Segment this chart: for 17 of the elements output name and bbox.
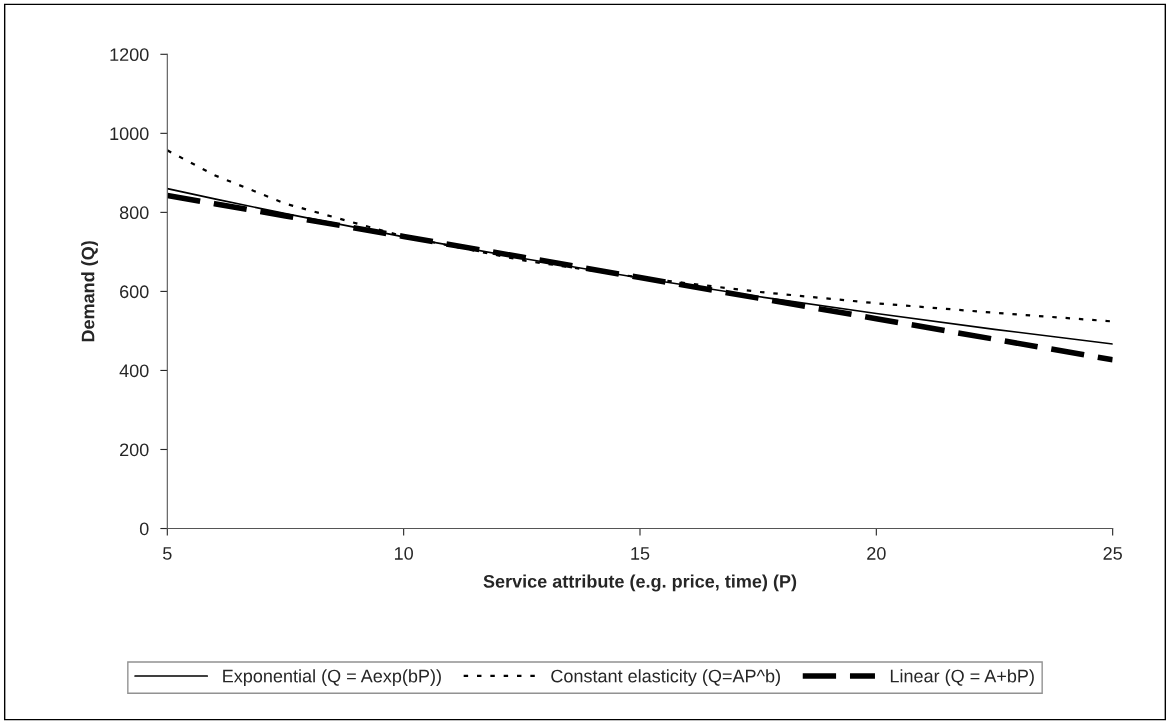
y-tick-label: 1000 xyxy=(110,127,149,141)
x-tick-label: 5 xyxy=(163,547,172,560)
x-tick-label: 15 xyxy=(631,547,650,560)
legend-label: Linear (Q = A+bP) xyxy=(890,669,1034,687)
y-tick-label: 0 xyxy=(139,522,149,536)
y-tick-label: 400 xyxy=(119,364,149,378)
legend-label: Constant elasticity (Q=AP^b) xyxy=(551,669,780,687)
y-tick-label: 200 xyxy=(120,443,149,457)
x-tick-label: 10 xyxy=(394,547,413,560)
y-axis-title: Demand (Q) xyxy=(81,241,98,342)
x-tick-label: 20 xyxy=(867,547,886,560)
y-tick-label: 800 xyxy=(119,206,149,220)
x-axis-title: Service attribute (e.g. price, time) (P) xyxy=(483,574,797,592)
legend-label: Exponential (Q = Aexp(bP)) xyxy=(223,669,441,687)
x-tick-label: 25 xyxy=(1103,547,1122,560)
y-tick-label: 600 xyxy=(120,285,149,299)
y-tick-label: 1200 xyxy=(110,48,149,62)
